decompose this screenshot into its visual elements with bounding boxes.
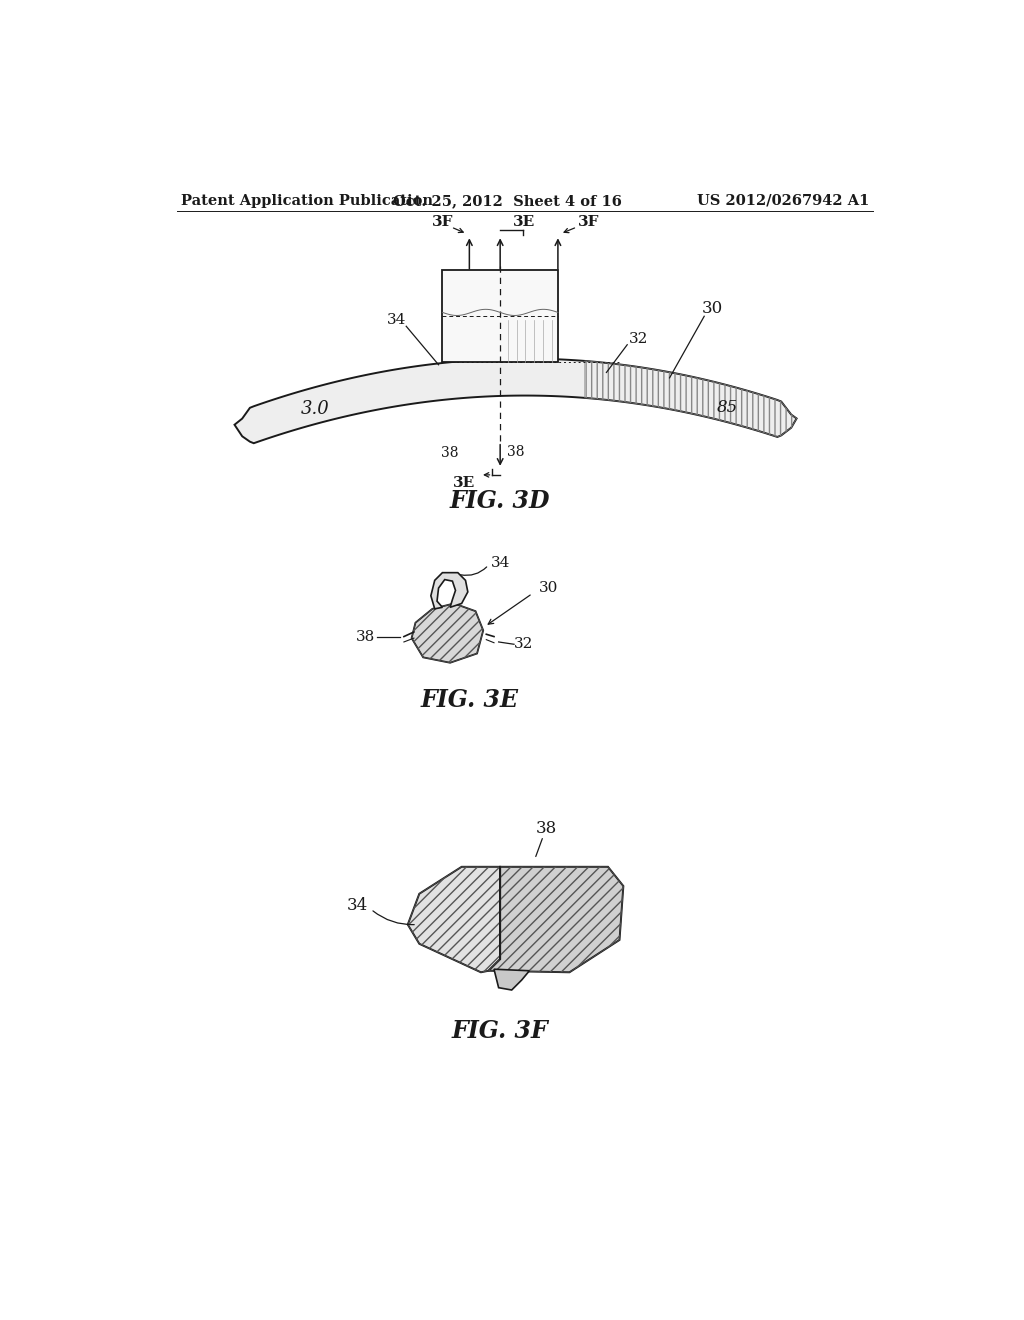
Text: FIG. 3F: FIG. 3F [452,1019,549,1043]
Text: 3E: 3E [454,475,475,490]
Text: 3F: 3F [432,215,454,230]
Text: 34: 34 [490,556,510,570]
Text: 34: 34 [347,896,369,913]
Text: Patent Application Publication: Patent Application Publication [180,194,432,207]
Text: Oct. 25, 2012  Sheet 4 of 16: Oct. 25, 2012 Sheet 4 of 16 [393,194,623,207]
Text: 38: 38 [536,820,557,837]
Text: US 2012/0267942 A1: US 2012/0267942 A1 [697,194,869,207]
Text: 32: 32 [514,638,532,651]
Text: 3F: 3F [578,215,599,230]
Polygon shape [412,603,483,663]
Polygon shape [494,969,529,990]
Text: 38: 38 [355,630,375,644]
Text: 30: 30 [701,300,723,317]
Text: 30: 30 [539,581,558,595]
Polygon shape [442,271,558,363]
Text: 32: 32 [629,333,648,346]
Text: FIG. 3E: FIG. 3E [421,688,518,711]
Text: 85: 85 [717,399,738,416]
Polygon shape [408,867,500,973]
Text: FIG. 3D: FIG. 3D [450,488,551,513]
Polygon shape [488,867,624,973]
Polygon shape [431,573,468,609]
Polygon shape [234,359,797,444]
Text: 38: 38 [507,445,524,459]
Text: 34: 34 [386,313,406,327]
Text: 3.0: 3.0 [301,400,330,417]
Text: 3E: 3E [513,215,536,230]
Text: 38: 38 [441,446,459,461]
